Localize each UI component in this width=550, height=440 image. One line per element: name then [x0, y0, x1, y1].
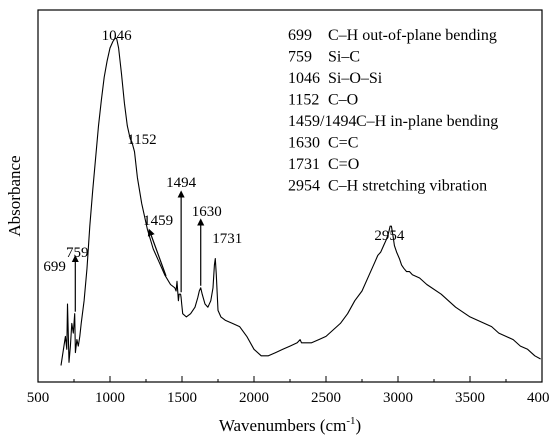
peak-label: 759: [66, 245, 89, 261]
legend-description: C–H stretching vibration: [328, 178, 487, 195]
legend-code: 1630: [288, 135, 320, 152]
x-axis-label-end: ): [356, 416, 362, 435]
x-axis-label-main: Wavenumbers (cm: [219, 416, 347, 435]
x-axis-label: Wavenumbers (cm-1): [219, 415, 361, 435]
legend-code: 1046: [288, 70, 320, 87]
legend-code: 759: [288, 49, 312, 66]
x-axis-tick-labels: 500 1000 1500 2000 2500 3000 3500 4000: [27, 390, 550, 406]
x-tick-label: 1500: [167, 390, 197, 406]
x-axis-ticks: [37, 376, 543, 382]
legend-description: C=O: [328, 156, 359, 173]
x-tick-label: 2500: [311, 390, 341, 406]
legend-code: 1731: [288, 156, 320, 173]
legend-description: Si–O–Si: [328, 70, 383, 87]
peak-label: 1459: [143, 213, 173, 229]
x-tick-label: 1000: [95, 390, 125, 406]
legend-description: C=C: [328, 135, 358, 152]
legend-description: C–H out-of-plane bending: [328, 27, 497, 44]
peak-arrow: [147, 228, 167, 277]
legend-description: C–H in-plane bending: [356, 113, 498, 130]
x-axis-label-superscript: -1: [346, 415, 355, 427]
legend-code: 2954: [288, 178, 320, 195]
x-tick-label: 3500: [455, 390, 485, 406]
legend-code: 1152: [288, 92, 319, 109]
legend-description: C–O: [328, 92, 358, 109]
legend-code: 1459/1494: [288, 113, 356, 130]
spectrum-line: [60, 37, 541, 366]
peak-label: 1494: [166, 175, 197, 191]
peak-label: 1731: [212, 231, 242, 247]
peak-label: 2954: [374, 228, 405, 244]
band-assignment-legend: 699 C–H out-of-plane bending 759 Si–C 1046 Si…: [288, 27, 498, 195]
y-axis-label: Absorbance: [5, 155, 24, 236]
x-tick-label: 3000: [383, 390, 413, 406]
x-tick-label: 4000: [527, 390, 550, 406]
peak-label: 1630: [192, 204, 222, 220]
x-tick-label: 2000: [239, 390, 269, 406]
peak-label: 699: [43, 259, 66, 275]
plot-frame: [37, 9, 543, 383]
peak-label: 1152: [127, 132, 156, 148]
x-tick-label: 500: [27, 390, 50, 406]
legend-code: 699: [288, 27, 312, 44]
legend-description: Si–C: [328, 49, 360, 66]
peak-label: 1046: [102, 28, 133, 44]
